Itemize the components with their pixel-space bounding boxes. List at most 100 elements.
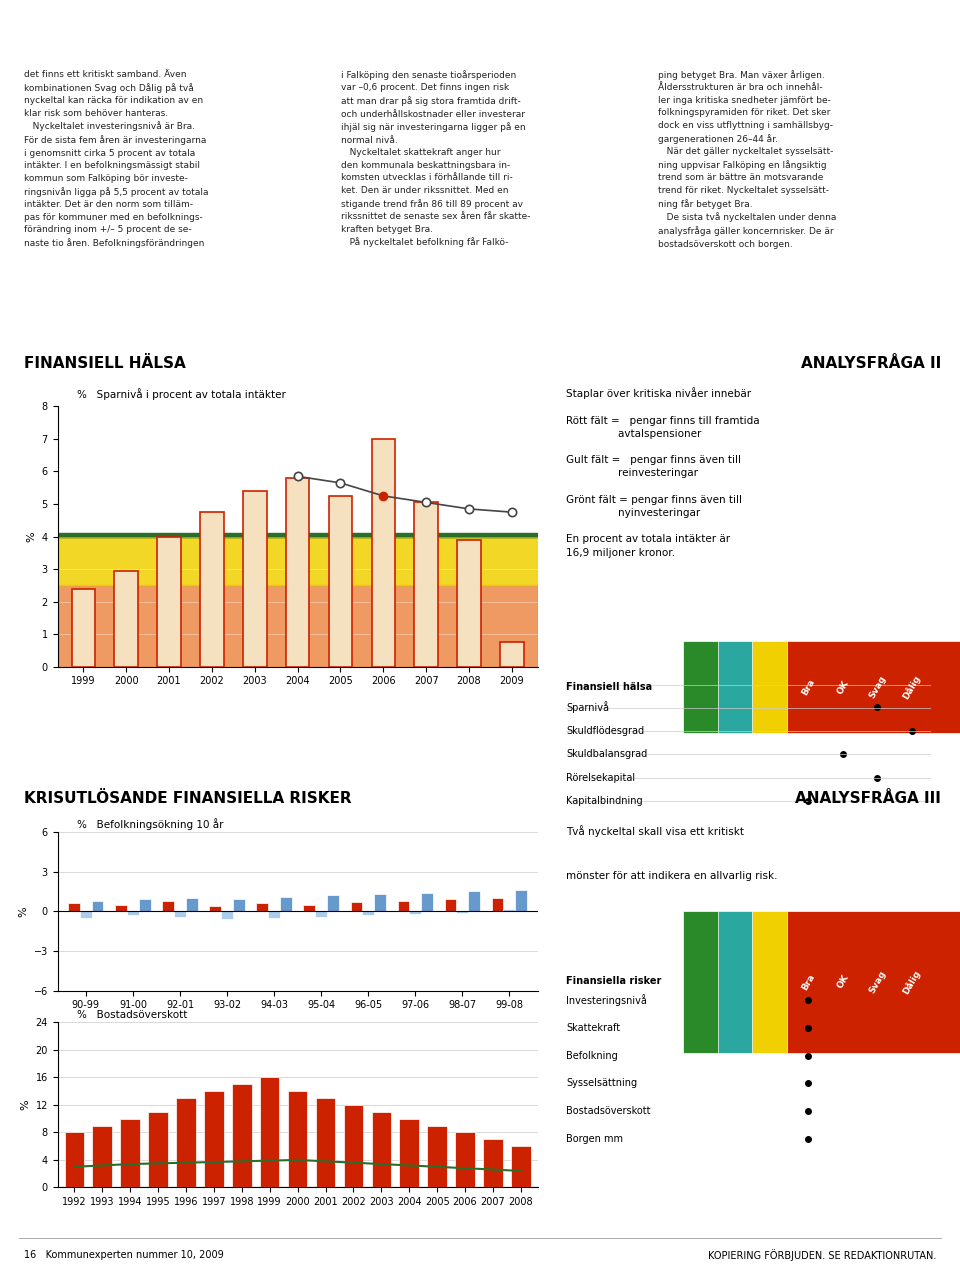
Bar xyxy=(58,537,538,585)
Text: Finansiell hälsa: Finansiell hälsa xyxy=(566,682,653,692)
Bar xyxy=(362,912,374,916)
Text: Falköping: Falköping xyxy=(17,17,140,39)
Bar xyxy=(457,540,481,667)
Bar xyxy=(427,1125,447,1187)
Bar xyxy=(58,535,538,536)
Bar xyxy=(58,535,538,536)
Bar xyxy=(516,890,527,912)
Bar xyxy=(58,535,538,536)
Bar xyxy=(399,1119,419,1187)
Bar xyxy=(260,1077,279,1187)
Bar xyxy=(268,912,280,918)
FancyBboxPatch shape xyxy=(753,641,960,733)
Bar xyxy=(280,897,292,912)
Bar xyxy=(58,533,538,536)
Bar xyxy=(374,894,386,912)
Bar xyxy=(177,1099,196,1187)
Bar xyxy=(58,535,538,536)
Bar xyxy=(327,895,339,912)
Text: ANALYSFRÅGA II: ANALYSFRÅGA II xyxy=(801,357,941,371)
Bar xyxy=(221,912,233,919)
Text: KRISUTLÖSANDE FINANSIELLA RISKER: KRISUTLÖSANDE FINANSIELLA RISKER xyxy=(24,791,351,806)
Bar xyxy=(444,899,456,912)
Text: OK: OK xyxy=(835,973,851,991)
Text: Svag: Svag xyxy=(867,969,887,994)
Bar xyxy=(372,1111,391,1187)
FancyBboxPatch shape xyxy=(718,911,960,1053)
Bar xyxy=(64,1133,84,1187)
Text: Bra: Bra xyxy=(800,677,816,697)
Bar xyxy=(58,535,538,536)
Bar xyxy=(58,535,538,536)
Text: Sparnivå: Sparnivå xyxy=(566,701,610,714)
Bar xyxy=(421,893,433,912)
Bar xyxy=(58,535,538,536)
Bar xyxy=(415,503,438,667)
FancyBboxPatch shape xyxy=(684,911,933,1053)
Text: Befolkning: Befolkning xyxy=(566,1050,618,1060)
Y-axis label: %: % xyxy=(26,531,36,542)
Bar xyxy=(58,535,538,536)
Bar xyxy=(58,535,538,536)
Text: Dålig: Dålig xyxy=(901,968,923,996)
Text: mönster för att indikera en allvarlig risk.: mönster för att indikera en allvarlig ri… xyxy=(566,871,778,881)
Text: Skuldbalansgrad: Skuldbalansgrad xyxy=(566,749,648,759)
Bar xyxy=(58,533,538,535)
Bar xyxy=(456,912,468,913)
Bar xyxy=(288,1091,307,1187)
Bar xyxy=(455,1133,475,1187)
Text: OK: OK xyxy=(835,678,851,696)
Text: Kapitalbindning: Kapitalbindning xyxy=(566,796,643,806)
Bar xyxy=(204,1091,224,1187)
Bar xyxy=(120,1119,140,1187)
Bar xyxy=(286,478,309,667)
Bar xyxy=(114,570,138,667)
Bar xyxy=(58,533,538,536)
FancyBboxPatch shape xyxy=(753,911,960,1053)
Text: Borgen mm: Borgen mm xyxy=(566,1134,623,1144)
Bar xyxy=(58,535,538,536)
Bar xyxy=(200,512,224,667)
Bar xyxy=(483,1139,503,1187)
Text: Bra: Bra xyxy=(800,972,816,992)
FancyBboxPatch shape xyxy=(684,641,933,733)
Bar xyxy=(92,1125,112,1187)
Bar xyxy=(115,904,127,912)
Text: ping betyget Bra. Man växer årligen.
Åldersstrukturen är bra och innehål-
ler in: ping betyget Bra. Man växer årligen. Åld… xyxy=(658,70,836,249)
Bar xyxy=(174,912,186,917)
Bar xyxy=(58,533,538,536)
Bar xyxy=(58,535,538,536)
Legend: Falköping kommun, Länet, Riket: Falköping kommun, Länet, Riket xyxy=(171,1041,424,1058)
Bar xyxy=(58,535,538,536)
Text: KOPIERING FÖRBJUDEN. SE REDAKTIONRUTAN.: KOPIERING FÖRBJUDEN. SE REDAKTIONRUTAN. xyxy=(708,1248,936,1261)
Y-axis label: %: % xyxy=(18,906,28,917)
Bar xyxy=(80,912,92,918)
Text: Skuldflödesgrad: Skuldflödesgrad xyxy=(566,726,644,735)
Text: Bostadsöverskott: Bostadsöverskott xyxy=(566,1106,651,1116)
Bar xyxy=(92,900,104,912)
Bar xyxy=(232,1085,252,1187)
Text: Skattekraft: Skattekraft xyxy=(566,1022,620,1033)
Bar xyxy=(256,903,268,912)
Text: 16   Kommunexperten nummer 10, 2009: 16 Kommunexperten nummer 10, 2009 xyxy=(24,1250,224,1260)
FancyBboxPatch shape xyxy=(787,641,960,733)
Bar xyxy=(58,533,538,536)
Bar xyxy=(503,908,516,912)
Text: det finns ett kritiskt samband. Även
kombinationen Svag och Dålig på två
nyckelt: det finns ett kritiskt samband. Även kom… xyxy=(24,70,208,248)
Bar xyxy=(58,535,538,536)
Bar xyxy=(397,900,409,912)
Bar xyxy=(468,892,480,912)
Text: Svag: Svag xyxy=(867,674,887,700)
Text: Rörelsekapital: Rörelsekapital xyxy=(566,773,636,782)
Bar xyxy=(492,898,503,912)
Bar xyxy=(315,912,327,917)
Text: %   Sparnivå i procent av totala intäkter: % Sparnivå i procent av totala intäkter xyxy=(77,387,286,400)
Text: i Falköping den senaste tioårsperioden
var –0,6 procent. Det finns ingen risk
at: i Falköping den senaste tioårsperioden v… xyxy=(341,70,530,248)
Text: Investeringsnivå: Investeringsnivå xyxy=(566,994,647,1006)
Text: FINANSIELL HÄLSA: FINANSIELL HÄLSA xyxy=(24,357,185,371)
Text: %   Befolkningsökning 10 år: % Befolkningsökning 10 år xyxy=(77,818,224,829)
FancyBboxPatch shape xyxy=(718,641,960,733)
Bar xyxy=(72,589,95,667)
Bar xyxy=(58,535,538,536)
FancyBboxPatch shape xyxy=(787,911,960,1053)
